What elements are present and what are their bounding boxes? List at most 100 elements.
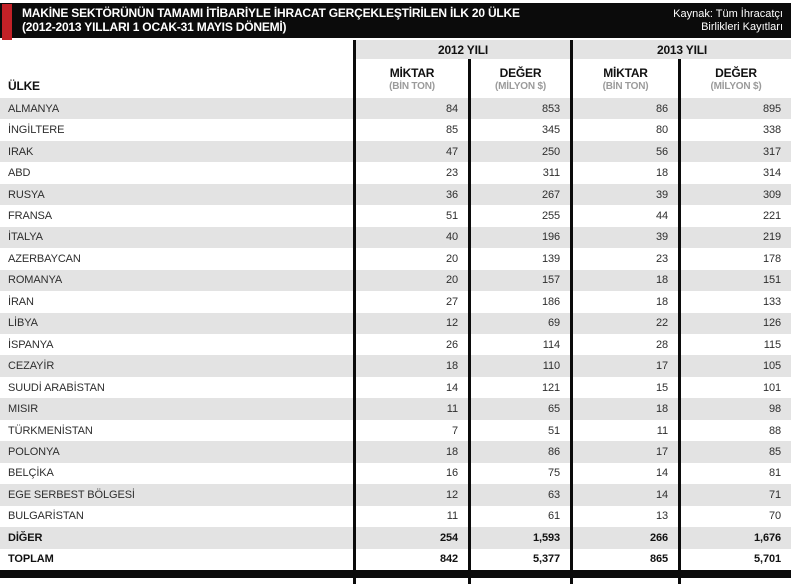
value-cell: 17 (570, 355, 678, 377)
table-row: LİBYA 12 69 22 126 (0, 312, 791, 334)
page-title: MAKİNE SEKTÖRÜNÜN TAMAMI İTİBARİYLE İHRA… (0, 6, 520, 34)
table-row: IRAK 47 250 56 317 (0, 140, 791, 163)
value-cell: 101 (678, 376, 791, 399)
value-cell: 853 (468, 98, 570, 120)
value-cell: 1,676 (678, 527, 791, 549)
value-cell: 56 (570, 140, 678, 163)
value-cell: 18 (570, 291, 678, 313)
source-note-line1: Kaynak: Tüm İhracatçı (673, 8, 783, 20)
value-cell: 114 (468, 333, 570, 356)
table-row: TÜRKMENİSTAN 7 51 11 88 (0, 419, 791, 442)
country-cell: ABD (8, 167, 31, 180)
table-row: BULGARİSTAN 11 61 13 70 (0, 505, 791, 528)
table-row: ABD 23 311 18 314 (0, 162, 791, 184)
table-row: AZERBAYCAN 20 139 23 178 (0, 248, 791, 270)
value-cell: 267 (468, 183, 570, 206)
value-cell: 314 (678, 162, 791, 184)
column-header-unit: (BİN TON) (602, 80, 649, 92)
column-header-label: MİKTAR (603, 65, 648, 80)
table-row: CEZAYİR 18 110 17 105 (0, 355, 791, 377)
value-cell: 22 (570, 312, 678, 334)
page-title-line1: MAKİNE SEKTÖRÜNÜN TAMAMI İTİBARİYLE İHRA… (22, 6, 520, 20)
value-cell: 186 (468, 291, 570, 313)
country-cell: DİĞER (8, 531, 43, 544)
column-header-unit: (MİLYON $) (495, 80, 546, 92)
value-cell: 139 (468, 248, 570, 270)
source-note-line2: Birlikleri Kayıtları (701, 20, 783, 33)
table-row: ROMANYA 20 157 18 151 (0, 269, 791, 292)
value-cell: 317 (678, 140, 791, 163)
value-cell: 14 (570, 484, 678, 506)
column-divider-tick (570, 578, 573, 584)
column-header-unit: (BİN TON) (389, 80, 435, 92)
value-cell: 16 (353, 462, 468, 485)
value-cell: 51 (468, 419, 570, 442)
value-cell: 47 (353, 140, 468, 163)
value-cell: 5,377 (468, 548, 570, 570)
table-row: BELÇİKA 16 75 14 81 (0, 462, 791, 485)
value-cell: 151 (678, 269, 791, 292)
value-cell: 23 (570, 248, 678, 270)
year-header-2012: 2012 YILI (353, 40, 570, 59)
value-cell: 311 (468, 162, 570, 184)
title-bar: MAKİNE SEKTÖRÜNÜN TAMAMI İTİBARİYLE İHRA… (0, 3, 791, 40)
export-table: 2012 YILI 2013 YILI ÜLKE MİKTAR (BİN TON… (0, 40, 791, 570)
value-cell: 255 (468, 205, 570, 227)
year-header-spacer (0, 40, 353, 59)
column-header-2012-deger: DEĞER (MİLYON $) (468, 59, 570, 98)
value-cell: 18 (570, 398, 678, 420)
value-cell: 44 (570, 205, 678, 227)
column-header-2012-miktar: MİKTAR (BİN TON) (353, 59, 468, 98)
country-cell: ALMANYA (8, 102, 60, 115)
value-cell: 254 (353, 527, 468, 549)
value-cell: 15 (570, 376, 678, 399)
country-cell: TÜRKMENİSTAN (8, 424, 93, 437)
country-cell: İTALYA (8, 231, 43, 244)
table-row: SUUDİ ARABİSTAN 14 121 15 101 (0, 376, 791, 399)
column-header-label: DEĞER (499, 65, 542, 80)
value-cell: 39 (570, 183, 678, 206)
value-cell: 27 (353, 291, 468, 313)
value-cell: 865 (570, 548, 678, 570)
table-row: İRAN 27 186 18 133 (0, 291, 791, 313)
value-cell: 110 (468, 355, 570, 377)
value-cell: 250 (468, 140, 570, 163)
country-cell: ROMANYA (8, 274, 63, 287)
value-cell: 61 (468, 505, 570, 528)
country-cell: MISIR (8, 403, 39, 416)
country-cell: RUSYA (8, 188, 45, 201)
value-cell: 12 (353, 312, 468, 334)
column-header-row: ÜLKE MİKTAR (BİN TON) DEĞER (MİLYON $) M… (0, 59, 791, 98)
value-cell: 895 (678, 98, 791, 120)
value-cell: 75 (468, 462, 570, 485)
value-cell: 221 (678, 205, 791, 227)
table-row: FRANSA 51 255 44 221 (0, 205, 791, 227)
value-cell: 18 (570, 269, 678, 292)
value-cell: 219 (678, 226, 791, 249)
value-cell: 11 (353, 505, 468, 528)
value-cell: 13 (570, 505, 678, 528)
red-accent-stripe (2, 4, 12, 40)
year-header-2013: 2013 YILI (570, 40, 791, 59)
value-cell: 266 (570, 527, 678, 549)
value-cell: 12 (353, 484, 468, 506)
table-row: İNGİLTERE 85 345 80 338 (0, 119, 791, 141)
value-cell: 17 (570, 441, 678, 463)
value-cell: 14 (353, 376, 468, 399)
country-cell: LİBYA (8, 317, 38, 330)
value-cell: 69 (468, 312, 570, 334)
table-row: POLONYA 18 86 17 85 (0, 441, 791, 463)
value-cell: 105 (678, 355, 791, 377)
country-cell: SUUDİ ARABİSTAN (8, 381, 105, 394)
table-row: İSPANYA 26 114 28 115 (0, 333, 791, 356)
country-cell: CEZAYİR (8, 360, 55, 373)
country-column-header: ÜLKE (8, 79, 40, 93)
column-divider-tick (353, 578, 356, 584)
value-cell: 39 (570, 226, 678, 249)
value-cell: 63 (468, 484, 570, 506)
table-row: DİĞER 254 1,593 266 1,676 (0, 527, 791, 549)
value-cell: 157 (468, 269, 570, 292)
value-cell: 18 (353, 441, 468, 463)
country-cell: FRANSA (8, 209, 53, 222)
table-body: ALMANYA 84 853 86 895 İNGİLTERE 85 345 80 338 IRAK… (0, 98, 791, 570)
